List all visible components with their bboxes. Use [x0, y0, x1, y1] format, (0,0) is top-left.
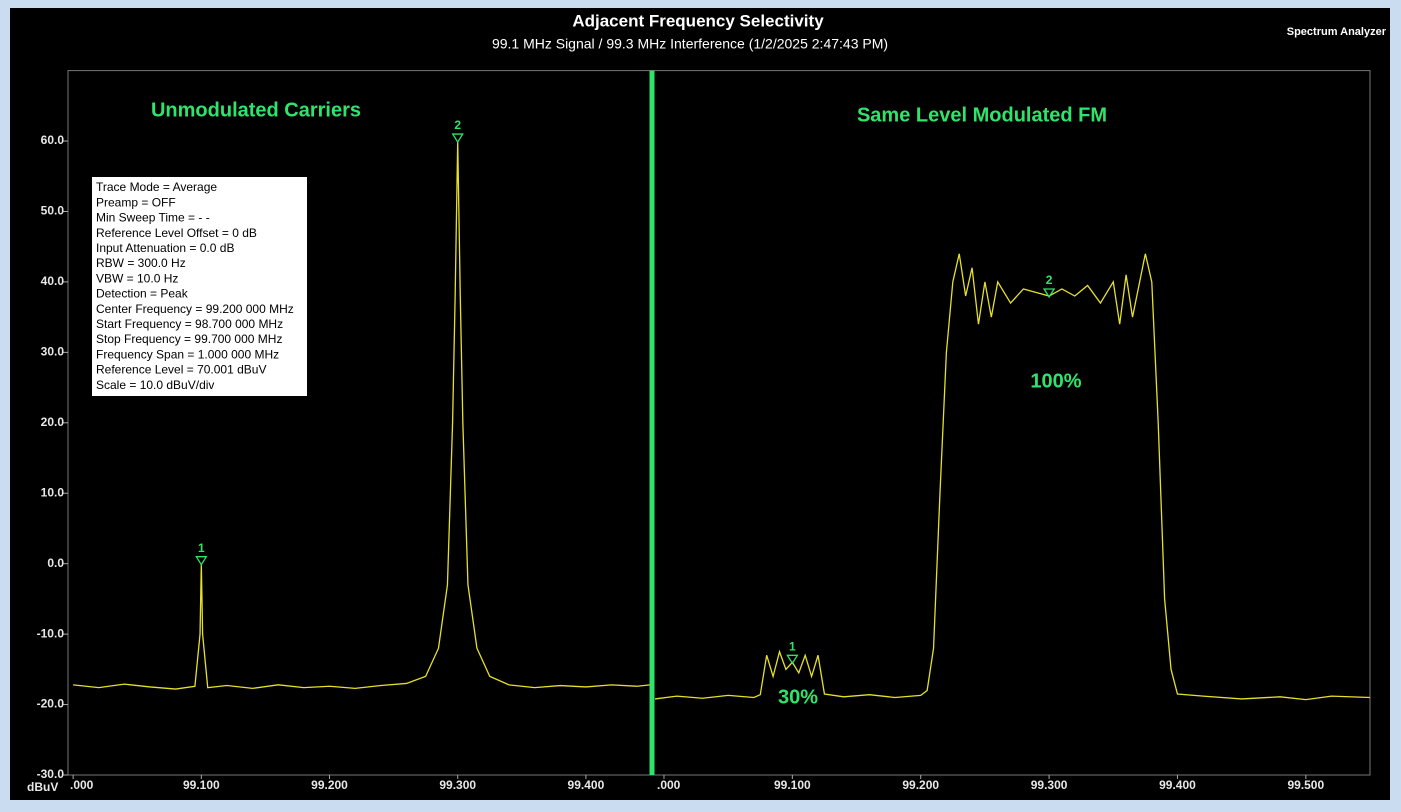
marker-label: 1 [789, 639, 796, 653]
x-tick-label: 99.300 [1031, 778, 1068, 792]
x-tick-label: 99.400 [1159, 778, 1196, 792]
y-tick-label: 30.0 [41, 345, 65, 359]
y-tick-label: -10.0 [37, 626, 65, 640]
y-tick-label: 20.0 [41, 415, 65, 429]
y-tick-label: -30.0 [37, 767, 65, 781]
marker-label: 2 [454, 118, 461, 132]
marker-label: 1 [198, 541, 205, 555]
x-tick-label: .000 [70, 778, 94, 792]
info-line: Preamp = OFF [96, 195, 176, 209]
trace [73, 141, 651, 690]
marker [1042, 288, 1056, 299]
annotation: 30% [778, 686, 818, 708]
annotation: Same Level Modulated FM [857, 104, 1107, 126]
x-tick-label: 99.100 [183, 778, 220, 792]
y-tick-label: 40.0 [41, 274, 65, 288]
x-tick-label: 99.200 [902, 778, 939, 792]
x-tick-label: .000 [657, 778, 681, 792]
annotation: 100% [1030, 370, 1081, 392]
x-tick-label: 99.500 [1287, 778, 1324, 792]
marker [195, 556, 208, 566]
x-tick-label: 99.100 [774, 778, 811, 792]
info-line: Detection = Peak [96, 287, 189, 301]
info-line: Center Frequency = 99.200 000 MHz [96, 302, 294, 316]
x-tick-label: 99.200 [311, 778, 348, 792]
y-tick-label: 60.0 [41, 133, 65, 147]
info-line: VBW = 10.0 Hz [96, 271, 178, 285]
marker [451, 133, 464, 144]
info-line: Scale = 10.0 dBuV/div [96, 378, 214, 392]
info-line: Reference Level = 70.001 dBuV [96, 363, 266, 377]
info-line: Start Frequency = 98.700 000 MHz [96, 317, 283, 331]
window-background [10, 8, 1390, 800]
info-line: Stop Frequency = 99.700 000 MHz [96, 332, 282, 346]
annotation: Unmodulated Carriers [151, 99, 361, 121]
info-line: Trace Mode = Average [96, 180, 217, 194]
info-line: Reference Level Offset = 0 dB [96, 226, 257, 240]
chart-subtitle: 99.1 MHz Signal / 99.3 MHz Interference … [492, 36, 888, 52]
x-tick-label: 99.300 [439, 778, 476, 792]
y-tick-label: 50.0 [41, 204, 65, 218]
y-tick-label: -20.0 [37, 697, 65, 711]
x-tick-label: 99.400 [568, 778, 605, 792]
app-label: Spectrum Analyzer [1287, 26, 1387, 38]
info-line: RBW = 300.0 Hz [96, 256, 186, 270]
info-line: Min Sweep Time = - - [96, 211, 210, 225]
marker [786, 654, 799, 665]
chart-title: Adjacent Frequency Selectivity [572, 11, 824, 30]
y-axis-label: dBuV [27, 780, 58, 794]
info-box-background [92, 177, 307, 396]
info-line: Frequency Span = 1.000 000 MHz [96, 347, 279, 361]
marker-label: 2 [1046, 273, 1053, 287]
y-tick-label: 10.0 [41, 485, 65, 499]
y-tick-label: 0.0 [47, 556, 64, 570]
info-line: Input Attenuation = 0.0 dB [96, 241, 234, 255]
trace [654, 253, 1371, 701]
